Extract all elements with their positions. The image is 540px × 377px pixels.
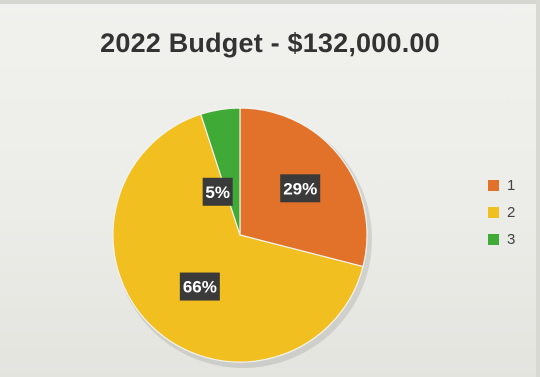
data-label-box (179, 272, 220, 301)
data-label-box (280, 174, 321, 203)
panel-right-edge (536, 0, 540, 377)
legend-item: 3 (488, 226, 515, 253)
chart-title: 2022 Budget - $132,000.00 (100, 28, 440, 58)
legend-item: 1 (488, 172, 515, 199)
legend-swatch (488, 207, 499, 218)
chart-legend: 1 2 3 (488, 172, 515, 253)
panel-top-edge (0, 0, 540, 4)
data-label-2: 66% (179, 272, 220, 301)
legend-label: 2 (507, 204, 516, 221)
data-label-3: 5% (202, 177, 233, 206)
data-label-1: 29% (280, 174, 321, 203)
data-label-text: 66% (183, 278, 217, 297)
pie-slice-2 (112, 113, 364, 363)
legend-label: 3 (507, 231, 516, 248)
data-label-text: 5% (205, 183, 230, 202)
data-label-box (202, 177, 233, 206)
legend-swatch (488, 180, 499, 191)
legend-label: 1 (507, 177, 516, 194)
data-label-text: 29% (283, 179, 317, 198)
legend-swatch (488, 234, 499, 245)
legend-item: 2 (488, 199, 515, 226)
